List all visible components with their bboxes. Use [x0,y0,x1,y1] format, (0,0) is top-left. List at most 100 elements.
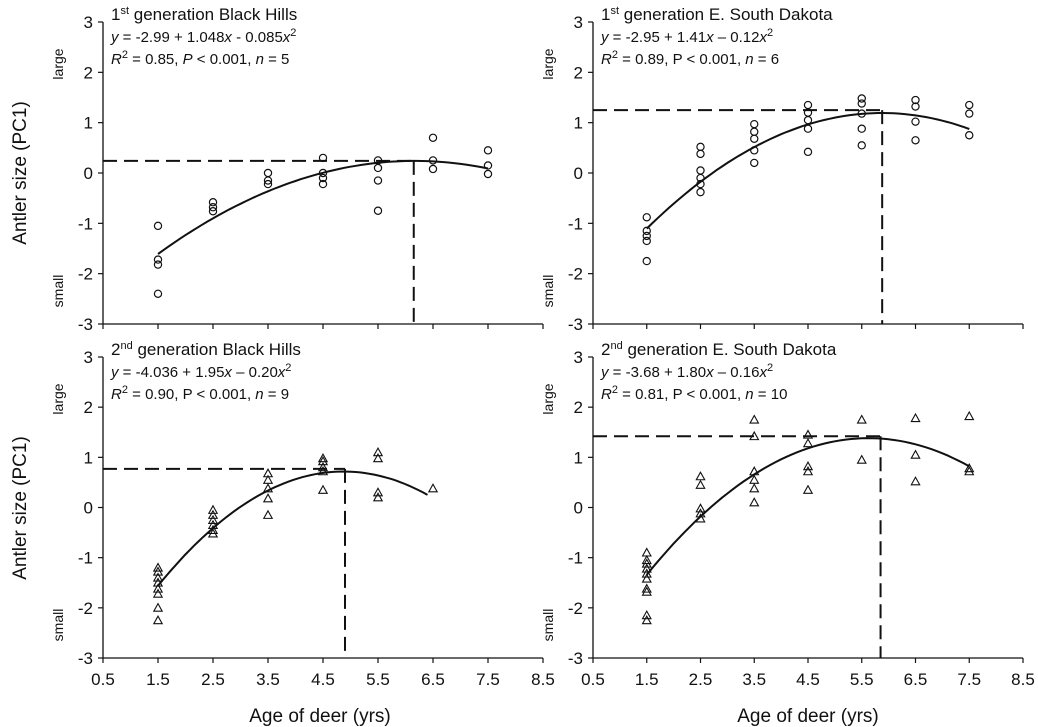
panel-stats-part: 2 [122,49,128,61]
data-point [641,573,652,583]
panel-stats-part: n [745,51,753,68]
data-point [152,577,164,587]
data-point [483,146,493,155]
data-point [318,153,328,163]
data-point [152,602,164,612]
data-point [803,124,813,133]
data-point [263,168,273,178]
y-tick-label: -1 [78,549,93,568]
panel-equation: y = -2.95 + 1.41x – 0.12x2 [600,27,773,46]
data-point [696,149,705,159]
panel-stats-part: = 0.90, P < 0.001, [128,386,255,403]
data-point [696,173,705,183]
panel-title-part: 1 [111,5,120,24]
y-small-word: small [50,609,66,642]
y-tick-label: -2 [568,599,583,618]
y-tick-label: 2 [84,398,93,417]
data-point [750,146,759,155]
y-tick-label: -1 [568,549,583,568]
y-tick-label: 1 [84,448,93,467]
y-small-word: small [540,275,556,308]
data-point [317,456,329,466]
data-point [318,173,328,183]
data-point [317,466,329,476]
y-axis-title-top: Antler size (PC1) [10,101,31,245]
y-large-word: large [50,383,66,414]
y-tick-label: -3 [78,315,93,334]
data-point [857,141,866,150]
data-point [207,524,219,534]
data-point [152,588,164,598]
y-tick-label: -2 [78,599,93,618]
y-tick-label: 0 [574,499,583,518]
data-point [427,483,439,493]
x-tick-label: 3.5 [256,670,280,689]
y-tick-label: 2 [574,63,583,82]
panel-stats-part: = 6 [754,51,779,68]
panel-title: 1st generation E. South Dakota [601,5,833,24]
panel-equation-part: - 0.085 [232,29,283,46]
x-tick-label: 5.5 [850,670,874,689]
x-tick-label: 7.5 [957,670,981,689]
y-tick-label: -2 [78,265,93,284]
y-tick-label: 3 [84,13,93,32]
panel-stats: R2 = 0.81, P < 0.001, n = 10 [601,384,787,403]
data-point [857,124,866,133]
data-point [911,136,920,145]
data-point [207,528,219,538]
data-point [152,583,164,593]
data-point [153,221,163,231]
data-point [153,289,163,298]
x-tick-label: 1.5 [635,670,659,689]
data-point [641,568,652,578]
panel-stats-part: R [111,51,122,68]
x-tick-label: 1.5 [146,670,170,689]
data-point [965,100,974,110]
data-point [695,508,706,518]
panel-equation-part: – 0.16 [714,364,760,381]
data-point [263,179,273,189]
data-point [695,479,706,489]
panel-stats: R2 = 0.85, P < 0.001, n = 5 [111,49,289,68]
panel-equation-part: y [110,29,120,46]
panel-equation-part: x [223,29,232,46]
panel-equation-part: x [758,364,767,381]
data-point [856,414,867,424]
data-point [803,147,813,157]
data-point [317,484,329,494]
y-small-word: small [540,609,556,642]
data-point [263,176,273,185]
x-tick-label: 6.5 [904,670,928,689]
data-point [856,454,867,464]
y-tick-label: -3 [78,649,93,668]
panel-equation-part: x [282,29,291,46]
data-point [262,483,274,493]
x-tick-label: 8.5 [531,670,555,689]
data-point [373,206,383,215]
data-point [803,115,813,125]
panel-stats-part: < 0.001, [193,51,256,68]
data-point [152,562,164,572]
panel-stats-part: P [183,51,193,68]
data-point [750,134,759,143]
data-point [695,471,706,481]
panel-stats-part: = 10 [754,386,788,403]
data-point [372,453,384,463]
data-point [483,161,493,170]
y-tick-label: -1 [78,214,93,233]
panel-equation-part: = -3.68 + 1.80 [609,364,707,381]
x-tick-label: 0.5 [91,670,115,689]
y-tick-label: -3 [568,649,583,668]
panel-title: 2nd generation E. South Dakota [601,340,837,359]
y-tick-label: -1 [568,214,583,233]
data-point [641,586,652,596]
panel-stats: R2 = 0.90, P < 0.001, n = 9 [111,384,289,403]
panel-title-part: generation Black Hills [133,340,301,359]
data-point [910,449,921,459]
y-tick-label: 0 [84,164,93,183]
y-tick-label: 1 [574,114,583,133]
x-tick-label: 2.5 [201,670,225,689]
